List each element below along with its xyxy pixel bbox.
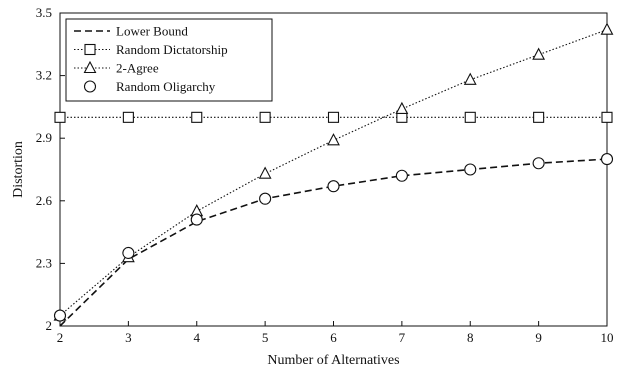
series-lower-bound bbox=[59, 158, 608, 327]
legend-marker-2-agree bbox=[83, 60, 97, 74]
x-tick-label: 10 bbox=[601, 330, 614, 345]
data-point-random-oligarchy bbox=[259, 192, 272, 205]
data-point-random-oligarchy bbox=[53, 309, 67, 322]
y-tick-label: 3.5 bbox=[36, 5, 52, 20]
x-tick-label: 5 bbox=[262, 330, 269, 345]
x-tick-label: 7 bbox=[399, 330, 406, 345]
x-tick-label: 9 bbox=[535, 330, 542, 345]
legend-box bbox=[65, 18, 273, 102]
x-tick-label: 6 bbox=[330, 330, 337, 345]
y-axis-title: Distortion bbox=[11, 141, 26, 198]
legend-label-2-agree: 2-Agree bbox=[116, 61, 159, 76]
series-random-oligarchy bbox=[53, 153, 614, 322]
data-point-random-dictatorship bbox=[54, 111, 66, 123]
series-2-agree bbox=[53, 22, 614, 321]
data-point-random-dictatorship bbox=[464, 111, 476, 123]
data-point-random-oligarchy bbox=[600, 153, 614, 166]
data-point-random-dictatorship bbox=[601, 111, 613, 123]
data-point-random-dictatorship bbox=[191, 111, 203, 123]
series-layer bbox=[53, 22, 614, 327]
data-point-2-agree bbox=[327, 133, 340, 146]
x-tick-label: 2 bbox=[57, 330, 64, 345]
data-point-random-oligarchy bbox=[532, 157, 545, 170]
data-point-random-oligarchy bbox=[327, 180, 340, 193]
legend-label-lower-bound: Lower Bound bbox=[116, 24, 188, 39]
data-point-random-oligarchy bbox=[122, 246, 135, 260]
axes-layer: 2 3 4 5 6 7 8 9 10 2 2.3 2.6 2.9 3.2 3.5 bbox=[36, 5, 614, 345]
data-point-random-dictatorship bbox=[533, 111, 545, 123]
y-tick-label: 2.9 bbox=[36, 130, 52, 145]
y-tick-label: 2.3 bbox=[36, 255, 52, 270]
series-line-lower-bound bbox=[59, 158, 608, 327]
y-tick-label: 2.6 bbox=[36, 193, 53, 208]
x-tick-label: 3 bbox=[125, 330, 132, 345]
legend: Lower Bound Random Dictatorship 2-Agree Ran… bbox=[65, 18, 273, 102]
data-point-2-agree bbox=[600, 22, 614, 35]
data-point-random-dictatorship bbox=[122, 111, 134, 123]
x-tick-label: 4 bbox=[194, 330, 201, 345]
legend-label-random-dictatorship: Random Dictatorship bbox=[116, 42, 228, 57]
x-axis-title: Number of Alternatives bbox=[267, 353, 399, 368]
data-point-random-oligarchy bbox=[464, 163, 477, 176]
data-point-random-oligarchy bbox=[190, 213, 203, 226]
data-point-random-dictatorship bbox=[259, 111, 271, 123]
data-point-2-agree bbox=[532, 47, 546, 60]
data-point-2-agree bbox=[395, 101, 409, 115]
data-point-2-agree bbox=[463, 72, 477, 85]
x-tick-label: 8 bbox=[467, 330, 474, 345]
y-tick-label: 2 bbox=[46, 318, 53, 333]
y-tick-label: 3.2 bbox=[36, 68, 52, 83]
legend-label-random-oligarchy: Random Oligarchy bbox=[116, 79, 216, 94]
data-point-2-agree bbox=[258, 166, 272, 179]
series-random-dictatorship bbox=[54, 111, 613, 123]
data-point-random-oligarchy bbox=[395, 169, 408, 182]
legend-marker-random-oligarchy bbox=[83, 80, 97, 93]
data-point-random-dictatorship bbox=[327, 111, 340, 123]
legend-marker-random-dictatorship bbox=[84, 43, 96, 56]
